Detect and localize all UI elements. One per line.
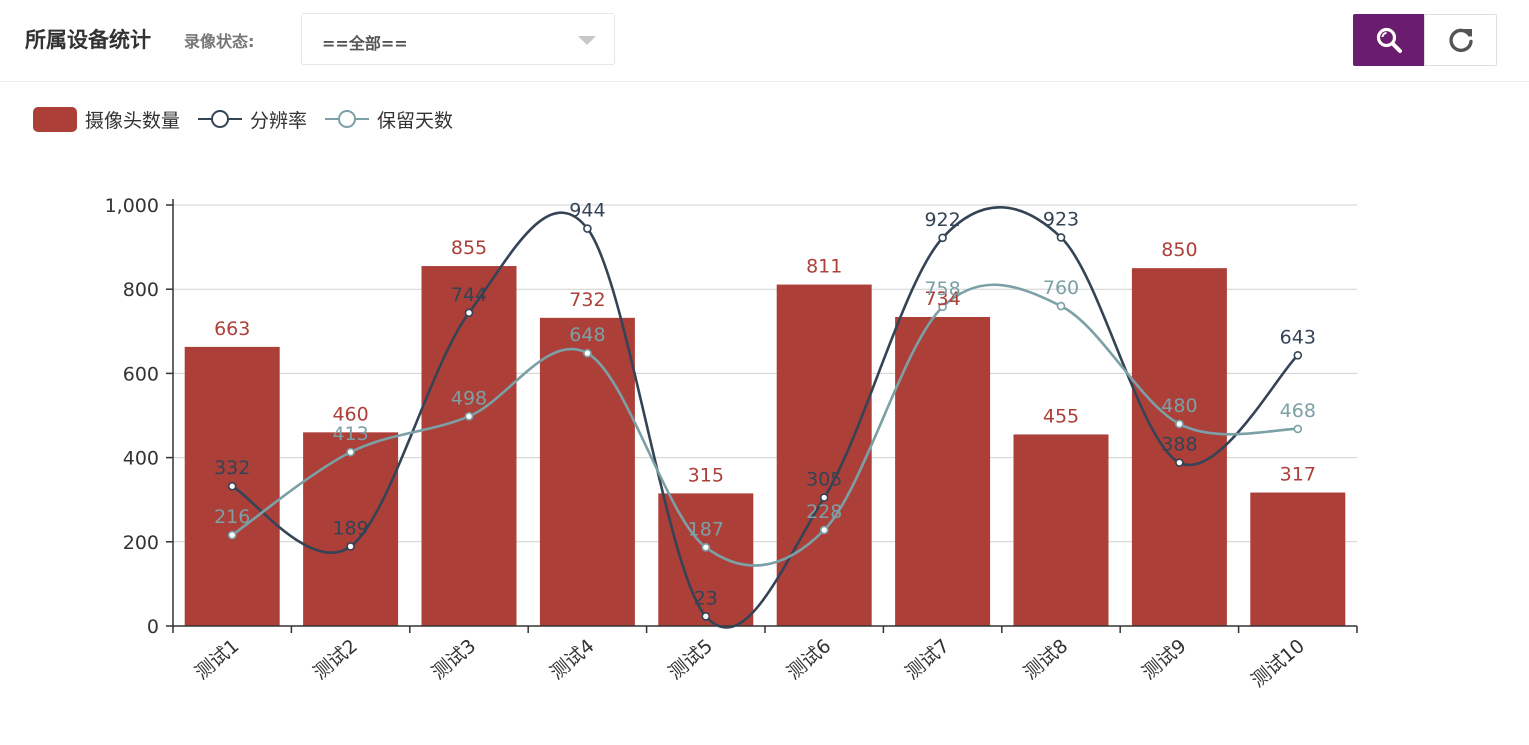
legend-label: 分辨率 [250,109,308,132]
x-tick-label: 测试6 [783,635,836,684]
x-tick-label: 测试5 [664,635,717,684]
legend-item-retention-days[interactable]: 保留天数 [325,106,453,133]
search-button[interactable] [1353,14,1425,66]
legend-label: 摄像头数量 [85,109,181,132]
y-tick-label: 400 [123,448,159,470]
refresh-button[interactable] [1424,14,1497,66]
x-tick-label: 测试4 [546,635,599,684]
data-label: 228 [806,501,842,523]
data-label: 455 [1043,405,1079,427]
status-select-value: ==全部== [322,34,408,53]
line-point[interactable] [464,412,474,421]
data-label: 317 [1280,464,1316,486]
resolution-line [231,206,1299,629]
bar[interactable] [303,432,399,626]
x-tick-label: 测试7 [901,635,954,684]
legend-label: 保留天数 [377,109,454,132]
legend-swatch-retention-days [325,110,370,128]
bar[interactable] [658,493,754,626]
data-label: 760 [1043,277,1079,299]
line-point[interactable] [1056,233,1066,242]
line-point[interactable] [701,612,711,621]
refresh-icon [1448,28,1473,53]
data-label: 732 [569,289,605,311]
retention-line [231,283,1298,567]
bar[interactable] [539,317,635,626]
line-point[interactable] [1175,419,1184,429]
data-label: 734 [924,288,960,310]
line-point[interactable] [819,493,829,502]
line-point[interactable] [1293,424,1303,434]
line-point[interactable] [464,308,474,318]
page-title: 所属设备统计 [25,28,151,52]
data-label: 23 [694,587,718,609]
x-tick-label: 测试2 [309,635,362,684]
filter-label: 录像状态: [184,32,255,51]
x-tick-label: 测试10 [1247,635,1309,692]
line-point[interactable] [346,447,355,457]
chart-legend: 摄像头数量 分辨率 保留天数 [33,104,471,134]
data-label: 811 [806,256,842,278]
data-label: 480 [1161,395,1197,417]
data-label: 663 [214,318,250,340]
y-tick-label: 800 [123,279,159,301]
y-tick-label: 0 [147,616,159,638]
data-label: 468 [1280,400,1316,422]
x-tick-label: 测试9 [1138,635,1191,684]
data-label: 216 [214,506,250,528]
data-label: 189 [332,517,368,539]
x-tick-label: 测试8 [1020,635,1073,684]
line-point[interactable] [346,542,355,551]
data-label: 643 [1280,326,1316,348]
bar[interactable] [1013,434,1109,626]
toolbar: 所属设备统计 录像状态: ==全部== [0,0,1529,82]
y-tick-label: 600 [123,363,159,385]
bar[interactable] [421,266,517,626]
line-point[interactable] [701,542,711,552]
data-label: 413 [332,423,368,445]
line-point[interactable] [1056,301,1066,311]
line-point[interactable] [583,224,592,233]
data-label: 923 [1043,208,1079,230]
line-point[interactable] [1175,458,1184,467]
search-icon [1376,27,1402,53]
legend-swatch-resolution [198,110,243,128]
line-point[interactable] [1293,350,1303,360]
line-point[interactable] [227,530,237,540]
data-label: 922 [924,209,960,231]
status-select[interactable]: ==全部== [301,13,615,65]
data-label: 460 [332,403,368,425]
legend-item-resolution[interactable]: 分辨率 [198,106,307,133]
line-point[interactable] [938,233,947,243]
bar[interactable] [776,284,872,626]
bar[interactable] [1250,492,1346,626]
data-label: 388 [1161,434,1197,456]
data-label: 944 [569,200,605,222]
bar[interactable] [1131,268,1227,626]
data-label: 332 [214,457,250,479]
data-label: 855 [451,237,487,259]
data-label: 498 [451,387,487,409]
chevron-down-icon [578,36,596,45]
data-label: 744 [451,284,487,306]
data-label: 187 [688,518,724,540]
data-label: 315 [688,464,724,486]
legend-swatch-camera-count [33,106,77,132]
line-point[interactable] [819,525,829,535]
line-point[interactable] [938,302,947,312]
data-label: 305 [806,469,842,491]
bar[interactable] [895,316,991,626]
legend-item-camera-count[interactable]: 摄像头数量 [33,106,180,133]
data-label: 648 [569,324,605,346]
x-tick-label: 测试1 [191,635,244,684]
y-tick-label: 200 [123,532,159,554]
x-tick-label: 测试3 [428,635,481,684]
y-tick-label: 1,000 [105,195,159,217]
line-point[interactable] [227,481,237,491]
data-label: 850 [1161,239,1197,261]
line-point[interactable] [583,348,592,358]
data-label: 758 [924,278,960,300]
